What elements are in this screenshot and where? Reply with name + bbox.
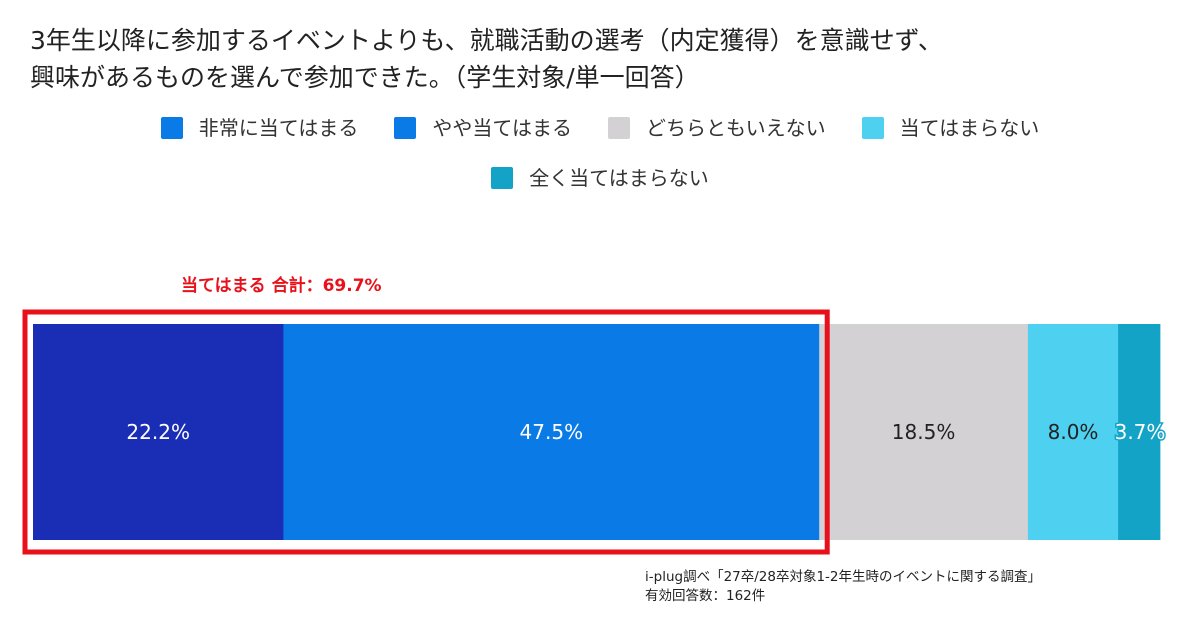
- bar-segment-5: [1118, 324, 1161, 540]
- data-label-4: 8.0%: [1048, 420, 1099, 444]
- chart-title-line-1: 3年生以降に参加するイベントよりも、就職活動の選考（内定獲得）を意識せず、: [30, 26, 943, 55]
- legend-item-4: 当てはまらない: [861, 115, 1040, 141]
- legend-label: 全く当てはまらない: [529, 166, 709, 190]
- data-label-5: 3.7%: [1115, 420, 1166, 444]
- legend-item-5: 全く当てはまらない: [491, 165, 709, 191]
- legend-label: やや当てはまる: [432, 116, 572, 140]
- legend-swatch: [160, 117, 183, 139]
- source-note-count: 有効回答数：162件: [645, 588, 766, 604]
- highlight-label: 当てはまる 合計：69.7%: [181, 275, 382, 296]
- legend-swatch: [491, 167, 514, 189]
- bar-segment-4: [1027, 324, 1119, 540]
- bar-segment-2: [283, 324, 820, 540]
- legend-label: 当てはまらない: [899, 116, 1040, 140]
- legend-label: 非常に当てはまる: [198, 116, 359, 140]
- bar-segment-1: [33, 324, 284, 540]
- data-label-3: 18.5%: [892, 420, 956, 444]
- bar-segment-3: [819, 324, 1029, 540]
- legend-label: どちらともいえない: [646, 116, 826, 140]
- chart-legend: 非常に当てはまる やや当てはまる どちらともいえない 当てはまらない全く当てはまらない: [0, 115, 1200, 191]
- legend-swatch: [861, 117, 884, 139]
- data-label-2: 47.5%: [520, 420, 584, 444]
- legend-swatch: [608, 117, 630, 139]
- legend-item-2: やや当てはまる: [394, 115, 572, 141]
- legend-swatch: [394, 117, 417, 139]
- chart-title: 3年生以降に参加するイベントよりも、就職活動の選考（内定獲得）を意識せず、 興味…: [30, 22, 1170, 96]
- chart-title-line-2: 興味があるものを選んで参加できた。（学生対象/単一回答）: [30, 63, 700, 92]
- legend-item-1: 非常に当てはまる: [160, 115, 359, 141]
- data-label-1: 22.2%: [126, 420, 190, 444]
- source-note-survey: i-plug調べ「27卒/28卒対象1-2年生時のイベントに関する調査」: [645, 569, 1042, 585]
- source-note: i-plug調べ「27卒/28卒対象1-2年生時のイベントに関する調査」 有効回…: [645, 568, 1041, 606]
- legend-item-3: どちらともいえない: [608, 115, 826, 141]
- highlight-box: [22, 309, 830, 555]
